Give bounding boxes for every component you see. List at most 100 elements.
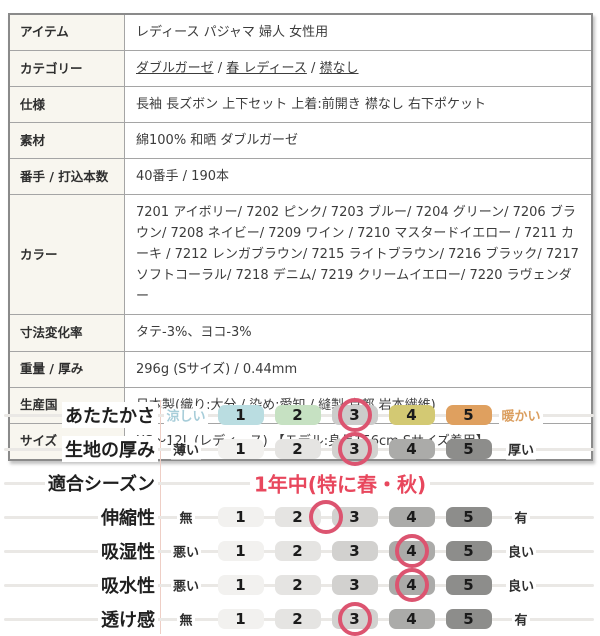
table-row: アイテム レディース パジャマ 婦人 女性用 xyxy=(8,13,593,52)
left-anchor-text: 悪い xyxy=(170,578,201,596)
scale-badge: 3 xyxy=(331,507,378,527)
rating-circle xyxy=(337,398,372,432)
table-row: 重量 / 厚み 296g (Sサイズ) / 0.44mm xyxy=(8,350,593,388)
row-value: 296g (Sサイズ) / 0.44mm xyxy=(124,350,593,388)
left-anchor-label: 悪い xyxy=(160,576,212,596)
right-anchor-text: 厚い xyxy=(505,442,536,460)
row-header: カテゴリー xyxy=(8,50,125,88)
row-header: アイテム xyxy=(8,13,125,52)
right-anchor-label: 良い xyxy=(497,542,545,562)
scale-badge: 5 xyxy=(445,439,492,459)
rating-chart: あたたかさ 涼しい 1 2 3 4 5 暖かい 生地の厚み 薄い 1 2 3 4 5 厚い 適合シーズン 1年中(… xyxy=(0,398,600,636)
row-header: 番手 / 打込本数 xyxy=(8,158,125,196)
scale-badge: 2 xyxy=(274,609,321,629)
scale-badge: 5 xyxy=(445,609,492,629)
left-anchor-label: 薄い xyxy=(160,440,212,460)
table-row: 寸法変化率 タテ-3%、ヨコ-3% xyxy=(8,314,593,352)
rating-row: 生地の厚み 薄い 1 2 3 4 5 厚い xyxy=(0,432,600,466)
rating-row-label: 吸水性 xyxy=(98,572,158,598)
scale-badge: 1 xyxy=(217,439,264,459)
scale-badge: 5 xyxy=(445,541,492,561)
scale-badge: 2 xyxy=(274,439,321,459)
rating-row: あたたかさ 涼しい 1 2 3 4 5 暖かい xyxy=(0,398,600,432)
row-value: 7201 アイボリー/ 7202 ピンク/ 7203 ブルー/ 7204 グリー… xyxy=(124,194,593,316)
scale-badge: 3 xyxy=(331,541,378,561)
scale-badge: 2 xyxy=(274,575,321,595)
category-link[interactable]: ダブルガーゼ xyxy=(136,61,214,77)
scale-badge: 1 xyxy=(217,541,264,561)
row-header: 素材 xyxy=(8,122,125,160)
rating-circle xyxy=(337,602,372,636)
row-value: 40番手 / 190本 xyxy=(124,158,593,196)
table-row: 番手 / 打込本数 40番手 / 190本 xyxy=(8,158,593,196)
scale-badge: 2 xyxy=(274,541,321,561)
rating-row: 伸縮性無 1 2 3 4 5 有 xyxy=(0,500,600,534)
row-header: 重量 / 厚み xyxy=(8,350,125,388)
rating-row: 吸水性 悪い 1 2 3 4 5 良い xyxy=(0,568,600,602)
scale-badge: 4 xyxy=(388,507,435,527)
left-anchor-label: 無 xyxy=(160,508,212,528)
left-anchor-label: 無 xyxy=(160,610,212,630)
left-anchor-text: 涼しい xyxy=(164,408,208,426)
right-anchor-text: 有 xyxy=(512,612,530,630)
rating-row-label: 適合シーズン xyxy=(44,470,158,496)
scale-badge: 1 xyxy=(217,575,264,595)
scale-badge: 5 xyxy=(445,575,492,595)
scale-badge: 4 xyxy=(388,439,435,459)
left-anchor-label: 涼しい xyxy=(160,406,212,426)
rating-row-label: あたたかさ xyxy=(62,402,158,428)
left-anchor-label: 悪い xyxy=(160,542,212,562)
scale-badge: 3 xyxy=(331,575,378,595)
category-link[interactable]: 襟なし xyxy=(319,61,359,77)
table-row: 素材 綿100% 和晒 ダブルガーゼ xyxy=(8,122,593,160)
scale-badge: 2 xyxy=(274,405,321,425)
right-anchor-label: 暖かい xyxy=(497,406,545,426)
rating-circle xyxy=(394,534,429,568)
right-anchor-text: 良い xyxy=(505,578,536,596)
right-anchor-text: 暖かい xyxy=(499,408,543,426)
rating-row-label: 吸湿性 xyxy=(98,538,158,564)
season-text: 1年中(特に春・秋) xyxy=(160,469,520,498)
table-row: 仕様 長袖 長ズボン 上下セット 上着:前開き 襟なし 右下ポケット xyxy=(8,86,593,124)
left-anchor-text: 無 xyxy=(177,510,195,528)
rating-circle xyxy=(394,568,429,602)
left-anchor-text: 悪い xyxy=(170,544,201,562)
rating-row-label: 伸縮性 xyxy=(98,504,158,530)
rating-row: 吸湿性 悪い 1 2 3 4 5 良い xyxy=(0,534,600,568)
season-text-value: 1年中(特に春・秋) xyxy=(249,472,431,497)
rating-row-label: 生地の厚み xyxy=(62,436,158,462)
left-anchor-text: 無 xyxy=(177,612,195,630)
scale-badge: 5 xyxy=(445,507,492,527)
row-header: 仕様 xyxy=(8,86,125,124)
right-anchor-label: 有 xyxy=(497,610,545,630)
table-row: カテゴリー ダブルガーゼ / 春 レディース / 襟なし xyxy=(8,50,593,88)
scale-badge: 1 xyxy=(217,507,264,527)
spec-table: アイテム レディース パジャマ 婦人 女性用 カテゴリー ダブルガーゼ / 春 レディ… xyxy=(8,13,593,461)
scale-badge: 1 xyxy=(217,405,264,425)
left-anchor-text: 薄い xyxy=(170,442,201,460)
right-anchor-label: 有 xyxy=(497,508,545,528)
scale-badge: 5 xyxy=(445,405,492,425)
rating-circle xyxy=(309,500,343,534)
row-value: 綿100% 和晒 ダブルガーゼ xyxy=(124,122,593,160)
row-value: 長袖 長ズボン 上下セット 上着:前開き 襟なし 右下ポケット xyxy=(124,86,593,124)
table-row: カラー 7201 アイボリー/ 7202 ピンク/ 7203 ブルー/ 7204 … xyxy=(8,194,593,316)
right-anchor-text: 有 xyxy=(512,510,530,528)
scale-badge: 4 xyxy=(388,609,435,629)
spec-table-body: アイテム レディース パジャマ 婦人 女性用 カテゴリー ダブルガーゼ / 春 レディ… xyxy=(8,13,593,461)
rating-row: 適合シーズン 1年中(特に春・秋) xyxy=(0,466,600,500)
row-value: タテ-3%、ヨコ-3% xyxy=(124,314,593,352)
scale-badge: 4 xyxy=(388,405,435,425)
row-value: レディース パジャマ 婦人 女性用 xyxy=(124,13,593,52)
right-anchor-label: 良い xyxy=(497,576,545,596)
rating-circle xyxy=(337,432,372,466)
right-anchor-text: 良い xyxy=(505,544,536,562)
scale-badge: 1 xyxy=(217,609,264,629)
row-header: 寸法変化率 xyxy=(8,314,125,352)
category-link[interactable]: 春 レディース xyxy=(226,61,307,77)
rating-row: 透け感無 1 2 3 4 5 有 xyxy=(0,602,600,636)
row-header: カラー xyxy=(8,194,125,316)
rating-row-label: 透け感 xyxy=(98,606,158,632)
row-value: ダブルガーゼ / 春 レディース / 襟なし xyxy=(124,50,593,88)
right-anchor-label: 厚い xyxy=(497,440,545,460)
